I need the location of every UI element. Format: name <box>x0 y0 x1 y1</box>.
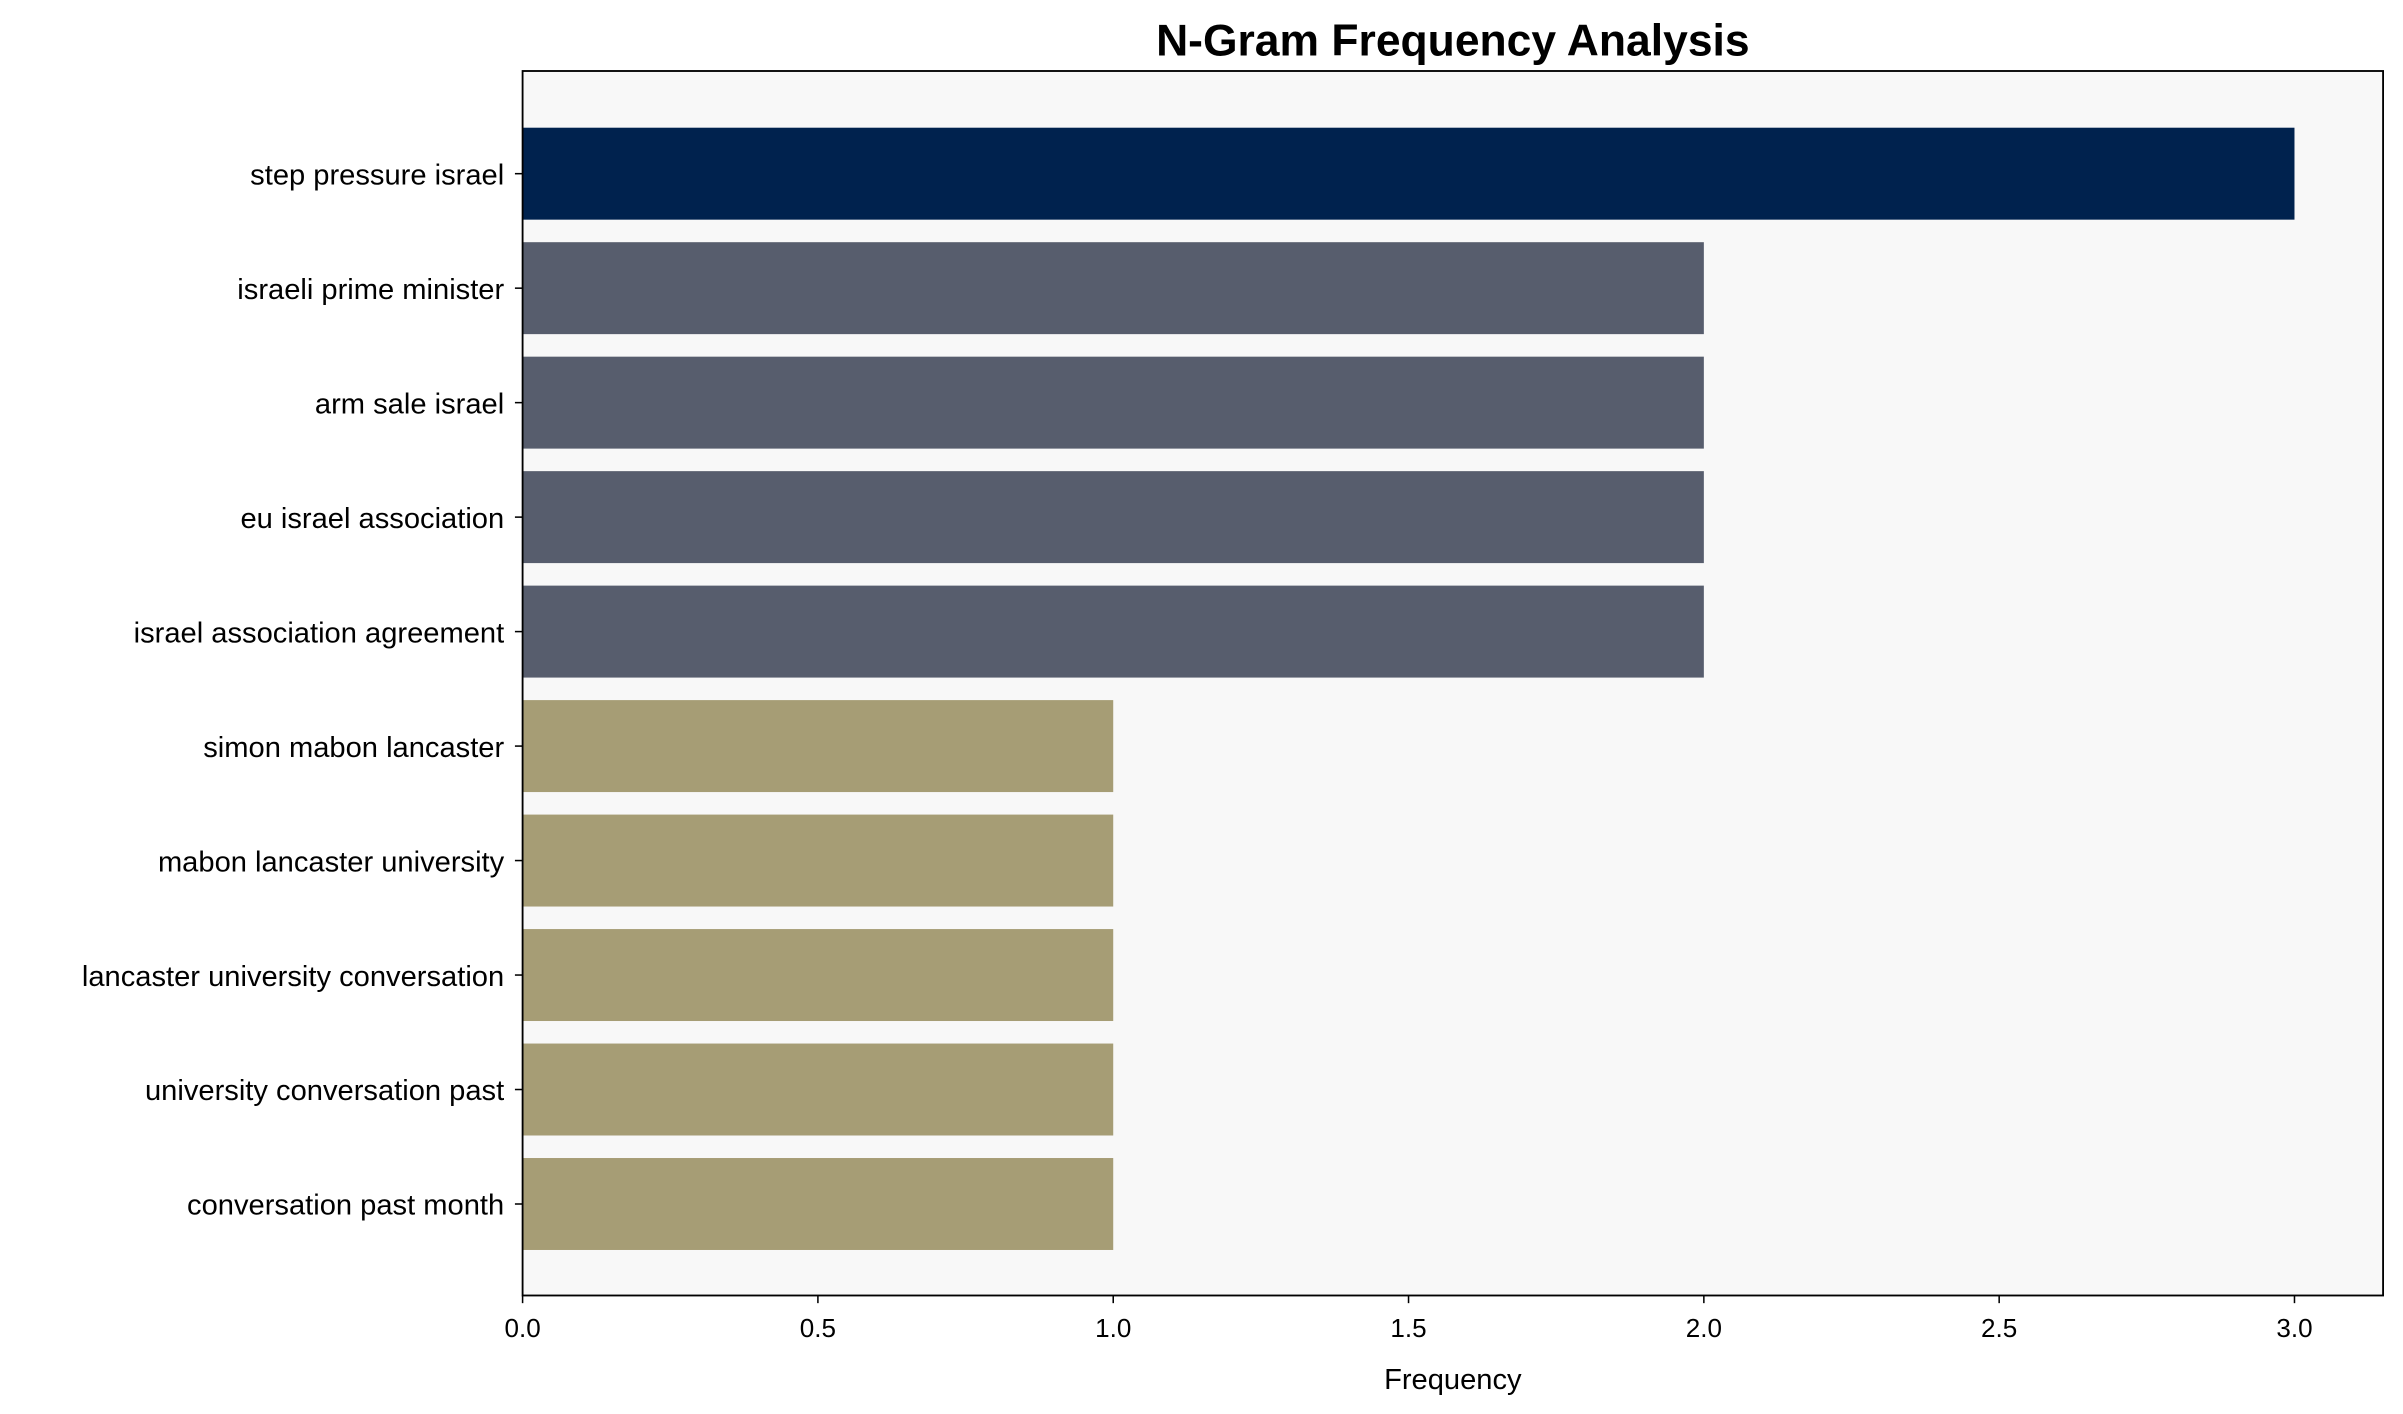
bar <box>522 585 1704 678</box>
bar <box>522 929 1114 1022</box>
x-tick-label: 3.0 <box>2276 1313 2312 1343</box>
y-tick-label: conversation past month <box>187 1190 504 1222</box>
x-tick-label: 2.5 <box>1981 1313 2017 1343</box>
y-tick-label: israeli prime minister <box>237 274 504 306</box>
chart-title: N-Gram Frequency Analysis <box>1156 17 1750 66</box>
y-tick-label: lancaster university conversation <box>82 961 504 993</box>
y-tick-label: mabon lancaster university <box>158 846 505 878</box>
y-tick-label: simon mabon lancaster <box>203 732 504 764</box>
plot-frame <box>521 70 2384 1297</box>
bar <box>522 127 2295 220</box>
x-tick-label: 1.0 <box>1095 1313 1131 1343</box>
bar <box>522 814 1114 907</box>
bar <box>522 356 1704 449</box>
x-tick-label: 0.5 <box>800 1313 836 1343</box>
x-tick-label: 1.5 <box>1390 1313 1426 1343</box>
y-tick-label: step pressure israel <box>250 159 504 191</box>
bar <box>522 242 1704 335</box>
x-tick-label: 2.0 <box>1686 1313 1722 1343</box>
x-axis-label: Frequency <box>1384 1364 1522 1396</box>
bar <box>522 700 1114 793</box>
y-tick-label: israel association agreement <box>134 617 505 649</box>
bar <box>522 1158 1114 1250</box>
bar <box>522 471 1704 564</box>
y-tick-label: university conversation past <box>145 1075 504 1107</box>
y-tick-label: eu israel association <box>240 503 504 535</box>
y-tick-label: arm sale israel <box>315 388 504 420</box>
x-tick-label: 0.0 <box>504 1313 540 1343</box>
bar <box>522 1043 1114 1136</box>
